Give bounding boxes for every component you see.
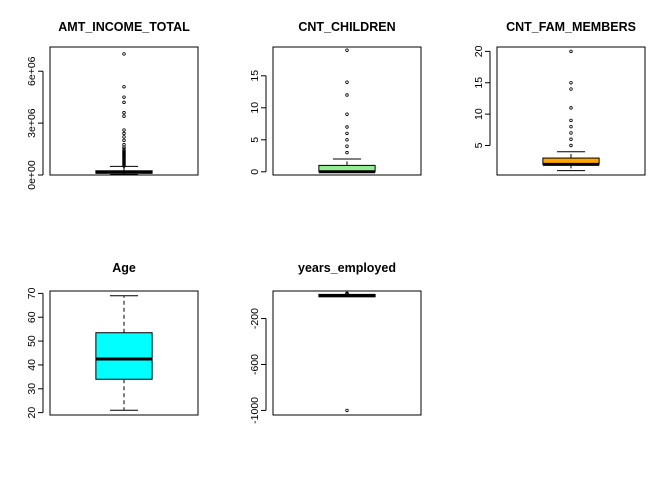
outlier-point — [569, 87, 573, 91]
outlier-point — [122, 85, 126, 89]
outlier-point — [122, 114, 126, 118]
outlier-point — [122, 135, 126, 139]
y-tick-label: 15 — [249, 70, 261, 82]
outlier-point — [122, 100, 126, 105]
outlier-point — [122, 111, 126, 115]
outlier-point — [122, 131, 126, 136]
outlier-point — [569, 124, 573, 129]
outlier-point — [569, 143, 573, 148]
outlier-point — [122, 149, 126, 153]
panel-title-amt-income-total: AMT_INCOME_TOTAL — [58, 20, 190, 34]
y-tick-label: -600 — [249, 354, 261, 375]
outlier-point — [122, 52, 126, 56]
y-tick-label: -200 — [249, 308, 261, 329]
outlier-point — [569, 49, 573, 54]
outlier-point — [345, 48, 349, 52]
plot-frame — [49, 290, 199, 416]
y-tick-label: 20 — [473, 45, 485, 57]
panel-title-cnt-fam-members: CNT_FAM_MEMBERS — [506, 20, 636, 34]
outlier-point — [345, 112, 349, 116]
outlier-point — [345, 291, 349, 295]
panel-title-age: Age — [112, 261, 136, 275]
y-tick-label: 5 — [249, 137, 261, 143]
y-tick-label: 0 — [249, 169, 261, 175]
boxplot-panel-amt-income-total: AMT_INCOME_TOTAL 0e+00 3e+06 6e+06 — [26, 20, 199, 190]
y-tick-label: 30 — [26, 383, 38, 395]
plot-frame — [272, 46, 422, 176]
panel-title-cnt-children: CNT_CHILDREN — [298, 20, 395, 34]
boxplot-panel-age: Age 20 30 40 50 60 70 — [26, 261, 199, 419]
y-tick-label: -1000 — [249, 397, 261, 424]
iqr-box — [95, 332, 153, 380]
outlier-point — [569, 131, 573, 135]
panel-title-years-employed: years_employed — [298, 261, 396, 275]
plot-frame — [49, 46, 199, 176]
outlier-point — [122, 128, 126, 132]
outlier-point — [122, 147, 126, 151]
y-tick-label: 20 — [26, 407, 38, 419]
y-tick-label: 10 — [473, 108, 485, 120]
plot-frame — [272, 290, 422, 416]
outlier-point — [345, 138, 349, 142]
outlier-point — [345, 80, 349, 84]
y-tick-label: 40 — [26, 359, 38, 371]
y-tick-label: 70 — [26, 287, 38, 299]
y-tick-label: 15 — [473, 77, 485, 89]
outlier-point — [122, 143, 126, 147]
outlier-point — [122, 138, 126, 143]
y-tick-label: 60 — [26, 311, 38, 323]
outlier-point — [569, 137, 573, 141]
outlier-point — [122, 95, 126, 99]
boxplot-panel-cnt-children: CNT_CHILDREN 0 5 10 15 — [249, 20, 422, 176]
outlier-point — [569, 106, 573, 110]
outlier-point — [569, 118, 573, 123]
y-tick-label: 6e+06 — [26, 56, 38, 86]
outlier-point — [345, 150, 349, 155]
y-tick-label: 5 — [473, 142, 485, 148]
outlier-point — [345, 93, 349, 97]
outlier-point — [345, 408, 349, 413]
outlier-point — [345, 144, 349, 148]
boxplot-panel-years-employed: years_employed -1000 -600 -200 — [249, 261, 422, 424]
outlier-point — [345, 125, 349, 129]
outlier-point — [345, 131, 349, 136]
y-tick-label: 3e+06 — [26, 108, 38, 138]
y-tick-label: 0e+00 — [26, 160, 38, 190]
plot-frame — [496, 46, 646, 176]
y-tick-label: 10 — [249, 102, 261, 114]
y-tick-label: 50 — [26, 335, 38, 347]
outlier-point — [569, 81, 573, 85]
boxplot-panel-cnt-fam-members: CNT_FAM_MEMBERS 5 10 15 20 — [473, 20, 646, 176]
